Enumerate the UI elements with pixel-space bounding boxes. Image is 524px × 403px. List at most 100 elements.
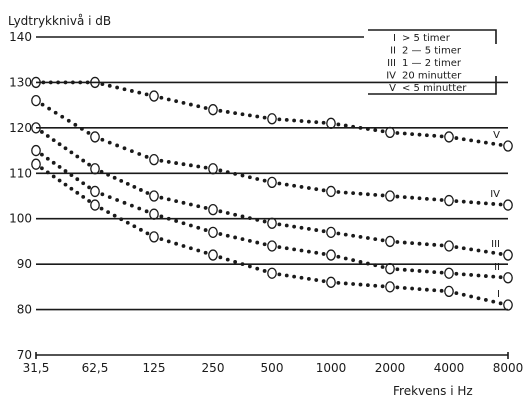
- dot: [166, 216, 171, 221]
- dot: [395, 240, 400, 244]
- dot: [299, 225, 304, 230]
- legend-text: > 5 timer: [402, 33, 451, 44]
- dot: [395, 131, 400, 135]
- dot: [129, 203, 134, 208]
- dot: [75, 177, 80, 182]
- dot: [119, 217, 124, 222]
- dot: [380, 284, 385, 289]
- y-tick-label: 100: [9, 212, 32, 226]
- dot: [144, 154, 149, 159]
- dot: [292, 118, 297, 123]
- data-point: [385, 126, 395, 139]
- dot: [336, 280, 341, 285]
- dot: [410, 268, 415, 273]
- dot: [491, 274, 496, 279]
- y-tick-label: 120: [9, 121, 32, 135]
- legend-numeral: V: [389, 83, 396, 94]
- dot: [107, 83, 112, 88]
- dot: [129, 89, 134, 93]
- dot: [424, 269, 429, 274]
- dot: [292, 183, 297, 188]
- series-IV: [31, 94, 513, 211]
- dot: [225, 211, 230, 215]
- dot: [81, 195, 86, 199]
- dot: [380, 193, 385, 198]
- dot: [402, 195, 407, 200]
- data-point: [326, 276, 336, 288]
- data-point: [31, 144, 41, 157]
- dot: [343, 256, 348, 261]
- dot: [73, 122, 78, 127]
- dot: [461, 272, 466, 277]
- dot: [336, 122, 341, 127]
- dot: [247, 175, 252, 180]
- dot: [483, 201, 488, 206]
- dot: [277, 117, 282, 122]
- dot: [491, 250, 496, 255]
- dot: [299, 119, 304, 123]
- dot: [60, 114, 65, 119]
- dot: [41, 80, 46, 85]
- dot: [138, 188, 143, 192]
- data-point: [149, 231, 159, 243]
- dot: [132, 185, 137, 189]
- dot: [277, 181, 282, 186]
- dot: [343, 232, 348, 237]
- dot: [410, 195, 415, 200]
- legend-numeral: I: [393, 33, 396, 44]
- dot: [284, 182, 289, 187]
- y-tick-label: 130: [9, 75, 32, 89]
- dot: [284, 223, 289, 228]
- dot: [306, 119, 311, 124]
- dot: [181, 244, 186, 248]
- dot: [57, 178, 62, 183]
- data-point: [267, 267, 277, 279]
- dot: [174, 199, 179, 204]
- x-tick-label: 31,5: [23, 361, 50, 375]
- x-tick-label: 4000: [434, 361, 465, 375]
- dot: [100, 137, 105, 142]
- dot: [106, 172, 111, 177]
- series-III: [31, 122, 513, 261]
- dot: [284, 273, 289, 278]
- dot: [203, 250, 208, 255]
- data-point: [267, 113, 277, 125]
- dot: [476, 248, 481, 253]
- dot: [491, 202, 496, 206]
- dot: [299, 248, 304, 253]
- series-group: [31, 76, 513, 311]
- dot: [417, 196, 422, 201]
- series-label-V: V: [493, 130, 500, 141]
- dot: [69, 173, 74, 178]
- x-tick-label: 500: [261, 361, 284, 375]
- x-tick-label: 125: [143, 361, 166, 375]
- dot: [159, 95, 164, 100]
- dot: [432, 242, 437, 247]
- dot: [417, 287, 422, 292]
- dot: [181, 100, 186, 105]
- dot: [336, 254, 341, 259]
- dot: [469, 294, 474, 299]
- dot: [145, 231, 150, 236]
- dot: [115, 143, 120, 148]
- dot: [262, 178, 267, 183]
- data-point: [31, 94, 41, 107]
- dot: [351, 191, 356, 196]
- dot: [498, 252, 503, 256]
- series-I: [31, 158, 513, 311]
- dot: [321, 120, 326, 125]
- dot: [188, 102, 193, 107]
- dot: [75, 154, 80, 159]
- dot: [262, 242, 267, 247]
- dot: [336, 190, 341, 194]
- series-label-IV: IV: [490, 189, 500, 200]
- dot: [51, 138, 56, 143]
- dot: [87, 162, 91, 167]
- data-point: [326, 249, 336, 261]
- x-tick-label: 2000: [375, 361, 406, 375]
- dot: [225, 110, 230, 114]
- data-point: [31, 158, 41, 170]
- dot: [100, 192, 105, 197]
- dot: [358, 234, 363, 239]
